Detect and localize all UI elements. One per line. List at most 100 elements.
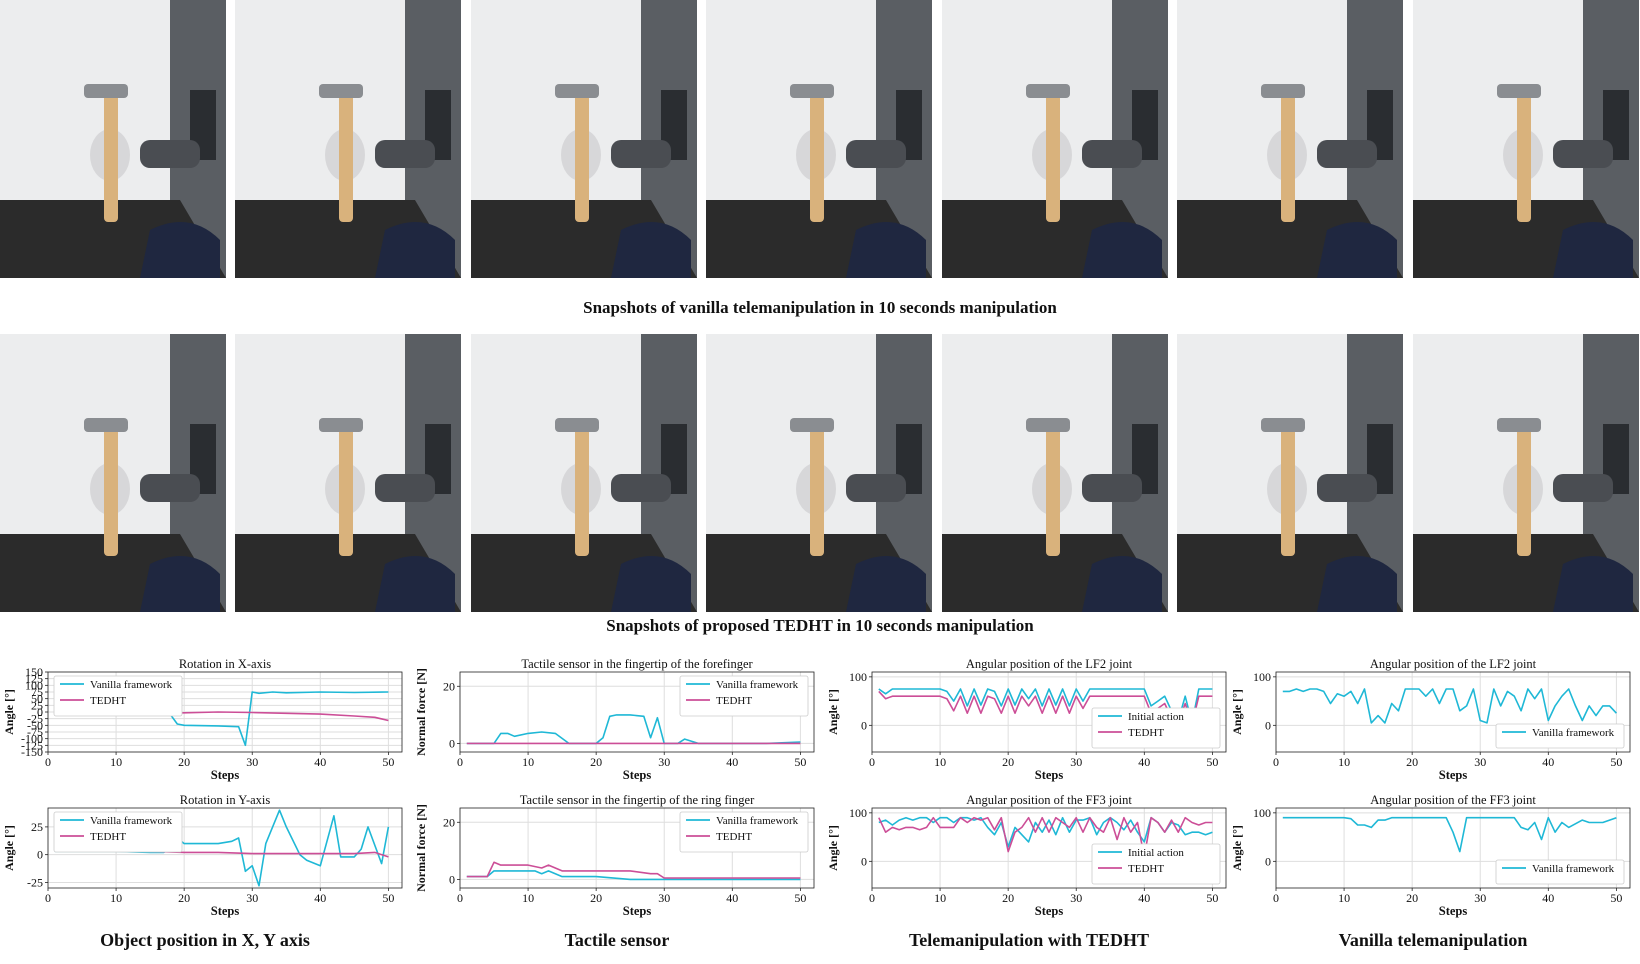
x-tick-label: 50 — [1610, 891, 1622, 905]
hammer-handle — [1046, 92, 1060, 222]
scene-illustration — [0, 0, 226, 278]
operator-glove — [1317, 556, 1397, 612]
x-axis-label: Steps — [1439, 768, 1468, 782]
y-axis-label: Angle [°] — [2, 689, 16, 735]
legend-box — [1091, 843, 1221, 885]
scene-illustration — [706, 0, 932, 278]
tedht-snapshot-7 — [1413, 334, 1639, 612]
x-tick-label: 50 — [1610, 755, 1622, 769]
plot-frame — [1275, 807, 1631, 889]
robot-arm — [375, 474, 435, 502]
x-tick-label: 30 — [246, 891, 258, 905]
caption-object-position: Object position in X, Y axis — [100, 930, 310, 950]
x-axis-label: Steps — [1439, 904, 1468, 918]
y-tick-label: 25 — [31, 820, 43, 834]
y-tick-label: -100 — [21, 732, 43, 746]
y-axis-label: Angle [°] — [826, 689, 840, 735]
x-tick-label: 0 — [45, 755, 51, 769]
robot-arm — [846, 474, 906, 502]
chart-title: Angular position of the FF3 joint — [1370, 793, 1536, 807]
x-tick-label: 50 — [382, 891, 394, 905]
vanilla-snapshot-6 — [1177, 0, 1403, 278]
robot-arm — [1317, 140, 1377, 168]
hammer-head — [1026, 418, 1070, 432]
hammer-head — [84, 84, 128, 98]
vanilla-snapshot-2 — [235, 0, 461, 278]
y-axis-label: Angle [°] — [2, 825, 16, 871]
x-axis-label: Steps — [623, 904, 652, 918]
legend-label-1: Vanilla framework — [716, 815, 799, 827]
hammer-handle — [810, 92, 824, 222]
series-line-1 — [1282, 688, 1617, 724]
x-tick-label: 0 — [1273, 891, 1279, 905]
series-line-1 — [466, 870, 801, 881]
legend-label-1: Initial action — [1128, 711, 1184, 723]
series-line-1 — [466, 714, 801, 745]
operator-glove — [846, 222, 926, 278]
chart-ff3-tedht: 0 10 20 30 40 50 0 100 Angular position of the F… — [826, 793, 1227, 918]
hammer-head — [790, 418, 834, 432]
y-tick-label: 25 — [31, 698, 43, 712]
x-tick-label: 40 — [1138, 891, 1150, 905]
y-tick-label: 50 — [31, 692, 43, 706]
x-tick-label: 40 — [314, 891, 326, 905]
operator-glove — [846, 556, 926, 612]
x-tick-label: 50 — [1206, 891, 1218, 905]
y-tick-label: 100 — [1253, 806, 1271, 820]
x-tick-label: 30 — [246, 755, 258, 769]
robot-arm — [1553, 474, 1613, 502]
vanilla-snapshots-row — [0, 0, 1640, 278]
plot-frame — [459, 807, 815, 889]
vanilla-snapshot-1 — [0, 0, 226, 278]
y-tick-label: 0 — [1265, 718, 1271, 732]
hammer-head — [319, 84, 363, 98]
hammer-head — [790, 84, 834, 98]
caption-vanilla-telemanipulation: Vanilla telemanipulation — [1338, 930, 1528, 950]
vanilla-snapshot-7 — [1413, 0, 1639, 278]
x-axis-label: Steps — [211, 768, 240, 782]
x-tick-label: 50 — [794, 891, 806, 905]
series-line-1 — [1282, 816, 1617, 853]
y-tick-label: 0 — [861, 854, 867, 868]
hammer-head — [1026, 84, 1070, 98]
chart-title: Rotation in Y-axis — [180, 793, 271, 807]
tedht-snapshot-6 — [1177, 334, 1403, 612]
robot-arm — [611, 140, 671, 168]
x-tick-label: 0 — [457, 891, 463, 905]
x-tick-label: 30 — [1070, 755, 1082, 769]
x-tick-label: 30 — [658, 891, 670, 905]
vanilla-snapshot-5 — [942, 0, 1168, 278]
x-tick-label: 20 — [1406, 755, 1418, 769]
y-axis-label: Angle [°] — [1230, 825, 1244, 871]
caption-tactile-sensor: Tactile sensor — [564, 930, 670, 950]
x-tick-label: 10 — [110, 755, 122, 769]
y-tick-label: 100 — [849, 670, 867, 684]
x-tick-label: 10 — [934, 891, 946, 905]
robot-arm — [1082, 140, 1142, 168]
x-tick-label: 20 — [590, 891, 602, 905]
hammer-head — [1261, 418, 1305, 432]
operator-glove — [611, 222, 691, 278]
chart-tactile-forefinger: 0 10 20 30 40 50 0 20 Tactile sensor in the fing… — [414, 657, 815, 782]
scene-illustration — [0, 334, 226, 612]
y-tick-label: 0 — [449, 736, 455, 750]
hammer-handle — [575, 426, 589, 556]
plot-frame — [871, 807, 1227, 889]
hammer-handle — [810, 426, 824, 556]
x-tick-label: 40 — [726, 755, 738, 769]
hammer-handle — [1281, 426, 1295, 556]
hammer-head — [1497, 84, 1541, 98]
x-tick-label: 40 — [1542, 891, 1554, 905]
plot-frame — [459, 671, 815, 753]
y-tick-label: -25 — [27, 875, 43, 889]
x-tick-label: 0 — [869, 755, 875, 769]
x-axis-label: Steps — [211, 904, 240, 918]
y-tick-label: -150 — [21, 745, 43, 759]
legend-label-2: TEDHT — [1128, 863, 1164, 875]
legend-label-1: Vanilla framework — [90, 815, 173, 827]
operator-glove — [1317, 222, 1397, 278]
vanilla-snapshot-4 — [706, 0, 932, 278]
scene-illustration — [471, 334, 697, 612]
y-tick-label: 150 — [25, 665, 43, 679]
legend-label-1: Vanilla framework — [716, 679, 799, 691]
